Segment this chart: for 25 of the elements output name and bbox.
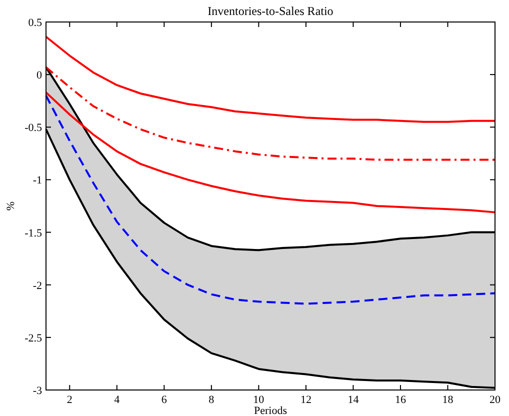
line-series (45, 94, 496, 305)
x-tick-label: 16 (394, 394, 406, 406)
y-tick-label: 0.5 (28, 17, 42, 29)
line-series (45, 66, 496, 161)
y-tick-label: -0.5 (24, 122, 42, 134)
y-tick-label: -1.5 (24, 227, 42, 240)
line-series (45, 36, 496, 123)
x-tick-label: 4 (114, 394, 120, 406)
x-tick-label: 14 (348, 394, 360, 406)
y-axis-title: % (5, 201, 17, 211)
x-tick-label: 10 (253, 394, 265, 406)
chart-title: Inventories-to-Sales Ratio (208, 4, 334, 18)
y-tick-label: -3 (32, 385, 42, 397)
x-tick-label: 2 (66, 394, 72, 406)
x-tick-label: 20 (490, 394, 501, 406)
x-tick-label: 18 (442, 394, 454, 406)
x-tick-label: 6 (161, 394, 168, 406)
y-tick-label: -1 (32, 174, 42, 187)
x-axis-title: Periods (254, 405, 287, 416)
x-tick-label: 8 (208, 394, 215, 406)
y-tick-label: 0 (36, 70, 42, 82)
x-tick-label: 12 (300, 394, 312, 406)
y-tick-label: -2.5 (24, 332, 42, 344)
line-series (45, 91, 496, 214)
y-tick-label: -2 (32, 280, 42, 292)
